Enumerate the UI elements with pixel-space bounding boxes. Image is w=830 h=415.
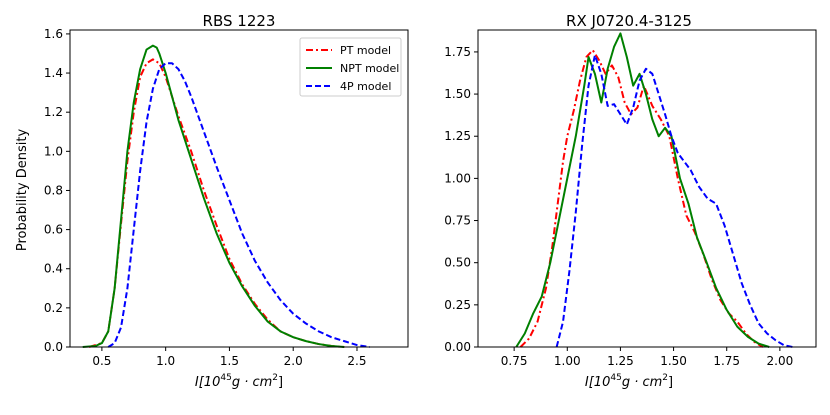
x-axis-label-mid: g · cm <box>232 375 272 390</box>
series-line-pt-model <box>88 58 345 348</box>
legend: PT model NPT model 4P model <box>299 37 402 97</box>
x-tick-label: 2.00 <box>767 354 794 368</box>
series-line-4p-model <box>107 62 370 348</box>
y-tick-label: 1.6 <box>44 27 63 41</box>
x-axis-label-exp: 45 <box>610 373 621 383</box>
x-tick-label: 1.0 <box>156 354 175 368</box>
x-tick-label: 2.0 <box>284 354 303 368</box>
chart-marks: 0.75 1.00 1.25 1.50 1.75 2.00 0.00 0.25 0.50 0.75… <box>444 32 794 368</box>
y-tick-label: 1.25 <box>444 129 471 143</box>
series-line-npt-model <box>515 32 770 348</box>
y-tick-label: 0.8 <box>44 183 63 197</box>
y-tick-label: 0.50 <box>444 256 471 270</box>
y-tick-label: 0.6 <box>44 223 63 237</box>
y-axis-label: Probability Density <box>15 129 30 252</box>
x-tick-label: 2.5 <box>347 354 366 368</box>
x-axis-label: I[1045g · cm2] <box>585 373 673 390</box>
x-axis-label-end: ] <box>668 375 673 390</box>
x-axis-label-main: I[10 <box>585 375 610 390</box>
y-tick-label: 1.50 <box>444 87 471 101</box>
plot-frame <box>69 29 409 348</box>
x-axis-label-exp: 45 <box>220 373 231 383</box>
legend-box <box>299 37 402 97</box>
x-tick-label: 0.75 <box>501 354 528 368</box>
y-tick-label: 1.00 <box>444 171 471 185</box>
x-tick-label: 0.5 <box>92 354 111 368</box>
y-tick-label: 0.75 <box>444 214 471 228</box>
y-tick-label: 0.0 <box>44 340 63 354</box>
x-axis-label-main: I[10 <box>195 375 220 390</box>
series-line-npt-model <box>82 44 345 348</box>
y-tick-label: 1.2 <box>44 105 63 119</box>
y-tick-label: 0.00 <box>444 340 471 354</box>
chart-title: RX J0720.4-3125 <box>566 12 692 30</box>
chart-marks: 0.5 1.0 1.5 2.0 2.5 0.0 0.2 0.4 0.6 0.8 1.0 1.2 1.4 1… <box>44 27 370 368</box>
chart-panel-rbs1223: RBS 1223 Probability Density I[1045g · c… <box>15 12 409 390</box>
y-tick-label: 1.75 <box>444 45 471 59</box>
legend-label-npt: NPT model <box>340 62 399 75</box>
x-axis-label-end: ] <box>278 375 283 390</box>
series-line-4p-model <box>555 54 793 348</box>
x-axis-label-sup: 2 <box>662 373 668 383</box>
plot-frame <box>477 29 817 348</box>
x-axis-label-sup: 2 <box>272 373 278 383</box>
y-tick-label: 0.2 <box>44 301 63 315</box>
x-tick-label: 1.25 <box>607 354 634 368</box>
y-tick-label: 1.4 <box>44 66 63 80</box>
x-tick-label: 1.5 <box>220 354 239 368</box>
chart-panel-rxj0720: RX J0720.4-3125 I[1045g · cm2] 0.75 1.00 1… <box>444 12 817 390</box>
legend-label-4p: 4P model <box>340 80 391 93</box>
legend-label-pt: PT model <box>340 44 391 57</box>
y-tick-label: 0.25 <box>444 298 471 312</box>
x-tick-label: 1.75 <box>713 354 740 368</box>
x-axis-label-mid: g · cm <box>622 375 662 390</box>
series-line-pt-model <box>519 49 764 348</box>
x-tick-label: 1.50 <box>660 354 687 368</box>
chart-title: RBS 1223 <box>203 12 276 30</box>
x-axis-label: I[1045g · cm2] <box>195 373 283 390</box>
y-tick-label: 0.4 <box>44 262 63 276</box>
x-tick-label: 1.00 <box>554 354 581 368</box>
y-tick-label: 1.0 <box>44 144 63 158</box>
